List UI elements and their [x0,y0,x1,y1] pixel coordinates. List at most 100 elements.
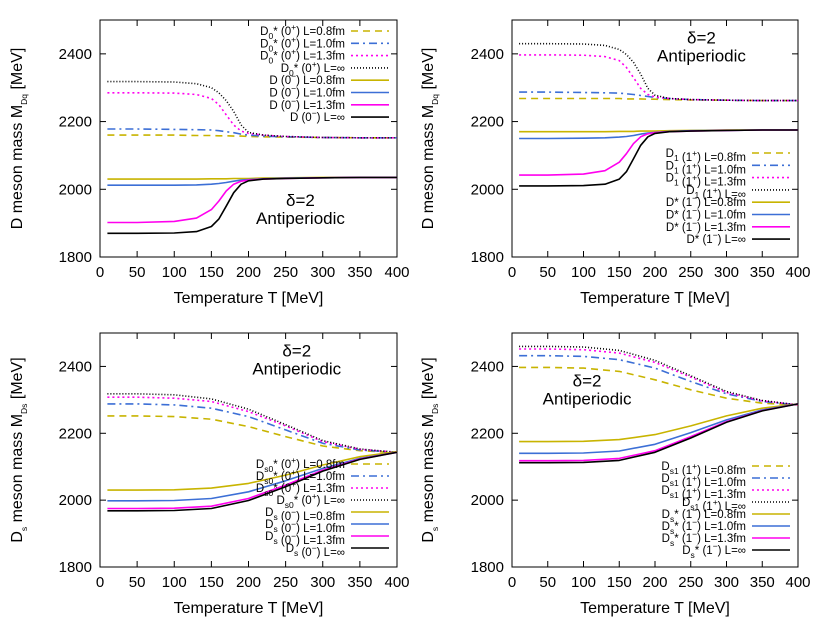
x-tick-label: 400 [785,574,810,591]
legend-parity: + [291,34,296,44]
x-axis-label: Temperature T [MeV] [174,600,324,617]
legend-entry-label: Ds0* (0+) L=1.3fm [256,479,345,498]
legend-meson: D [666,160,674,172]
chart-panel-2: 0 50 100 150 200 250 300 350 400 1800 2000 2200 2400… [420,19,811,307]
legend-star: * [273,26,278,38]
legend-jp: (1 [699,501,712,513]
y-label-unit: [MeV] [9,48,26,94]
legend-length: ) L=∞ [718,501,746,513]
legend-entry-label: D1 (1+) L=1.0fm [666,160,746,176]
y-tick-label: 2000 [471,181,504,198]
legend-star: * [294,63,299,75]
legend-jp: (0 [278,51,291,63]
legend-sub: 1 [674,165,679,175]
legend-parity: − [692,218,697,228]
series-line-4 [519,42,798,102]
legend-parity: + [692,173,697,183]
legend-length: ) L=∞ [718,234,746,246]
legend-entry-label: Ds (0−) L=0.8fm [265,507,345,523]
legend-jp: (0 [278,100,291,112]
legend-sub: s [691,550,695,560]
legend-meson: D [666,148,674,160]
legend-jp: (0 [278,535,291,547]
legend-length: ) L=1.3fm [296,100,345,112]
legend-jp: (1 [679,489,692,501]
legend-meson: D [256,459,264,471]
legend-meson: D [666,197,674,209]
legend-entry-label: D0* (0+) L=0.8fm [260,22,345,41]
y-tick-label: 2400 [471,358,504,375]
legend-entry-label: D0* (0+) L=∞ [281,59,345,78]
y-label-unit: [MeV] [420,48,437,94]
legend-sub: 1 [674,153,679,163]
x-tick-label: 300 [310,574,335,591]
legend-star: * [273,471,278,483]
legend-jp: (1 [679,509,692,521]
legend-parity: − [291,71,296,81]
legend-parity: − [692,529,697,539]
legend-entry-label: Ds1 (1+) L=1.3fm [661,485,746,501]
legend-parity: − [692,206,697,216]
legend-entry-label: D* (1−) L=1.3fm [666,218,746,234]
legend-parity: − [291,531,296,541]
legend-sub: s [294,548,298,558]
legend-meson: D [256,471,264,483]
legend-parity: + [312,491,317,501]
legend-jp: (1 [699,189,712,201]
y-label-subscript: Ds [19,404,29,414]
y-axis-label: Ds meson mass MDs [MeV] [420,357,440,542]
legend-entry-label: D* (1−) L=∞ [686,230,746,246]
legend-entry-label: D (0−) L=1.0fm [269,84,345,100]
legend-length: ) L=1.3fm [697,222,746,234]
legend-star: * [273,38,278,50]
legend-length: ) L=∞ [317,495,345,507]
legend-parity: − [291,507,296,517]
legend-sub: s [273,536,277,546]
legend-length: ) L=1.3fm [296,535,345,547]
y-tick-label: 2000 [59,492,92,509]
annotation-delta: δ=2 [573,371,602,390]
y-tick-label: 1800 [59,249,92,266]
legend-sub: s [670,514,674,524]
legend-entry-label: Ds (0−) L=∞ [286,543,345,559]
legend-star: * [294,495,299,507]
legend-star: * [674,509,679,521]
legend-entry-label: D (0−) L=1.3fm [269,96,345,112]
legend-parity: + [312,59,317,69]
legend-meson: D [260,51,268,63]
x-tick-label: 250 [273,264,298,281]
x-tick-label: 200 [236,264,261,281]
series-line-5 [107,450,398,491]
y-tick-label: 2000 [59,181,92,198]
legend-sub: 1 [674,178,679,188]
legend-star: * [273,51,278,63]
legend-meson: D [686,185,694,197]
x-tick-label: 150 [199,574,224,591]
legend-entry-label: Ds1 (1+) L=1.0fm [661,473,746,489]
series-line-4 [519,345,799,406]
series-line-5 [519,403,799,443]
legend-jp: (1 [679,210,692,222]
x-tick-label: 100 [571,574,596,591]
series-line-3 [519,54,798,102]
x-tick-label: 150 [199,264,224,281]
x-tick-label: 50 [539,264,556,281]
legend-entry-label: Ds0* (0+) L=1.0fm [256,467,345,486]
legend-length: ) L=0.8fm [296,75,345,87]
legend-parity: + [692,148,697,158]
legend-jp: (0 [278,471,291,483]
legend-meson: D [265,531,273,543]
x-tick-label: 350 [750,264,775,281]
annotation-boundary: Antiperiodic [252,359,341,378]
x-tick-label: 400 [384,264,409,281]
x-tick-label: 350 [347,264,372,281]
legend-entry-label: Ds* (1−) L=0.8fm [662,505,746,524]
legend-sub: 1 [695,190,700,200]
y-label-subscript: Ds [430,404,440,414]
legend-length: ) L=∞ [317,547,345,559]
legend-parity: + [692,160,697,170]
legend-entry-label: Ds* (1−) L=∞ [682,541,746,560]
legend-meson: D [269,88,277,100]
